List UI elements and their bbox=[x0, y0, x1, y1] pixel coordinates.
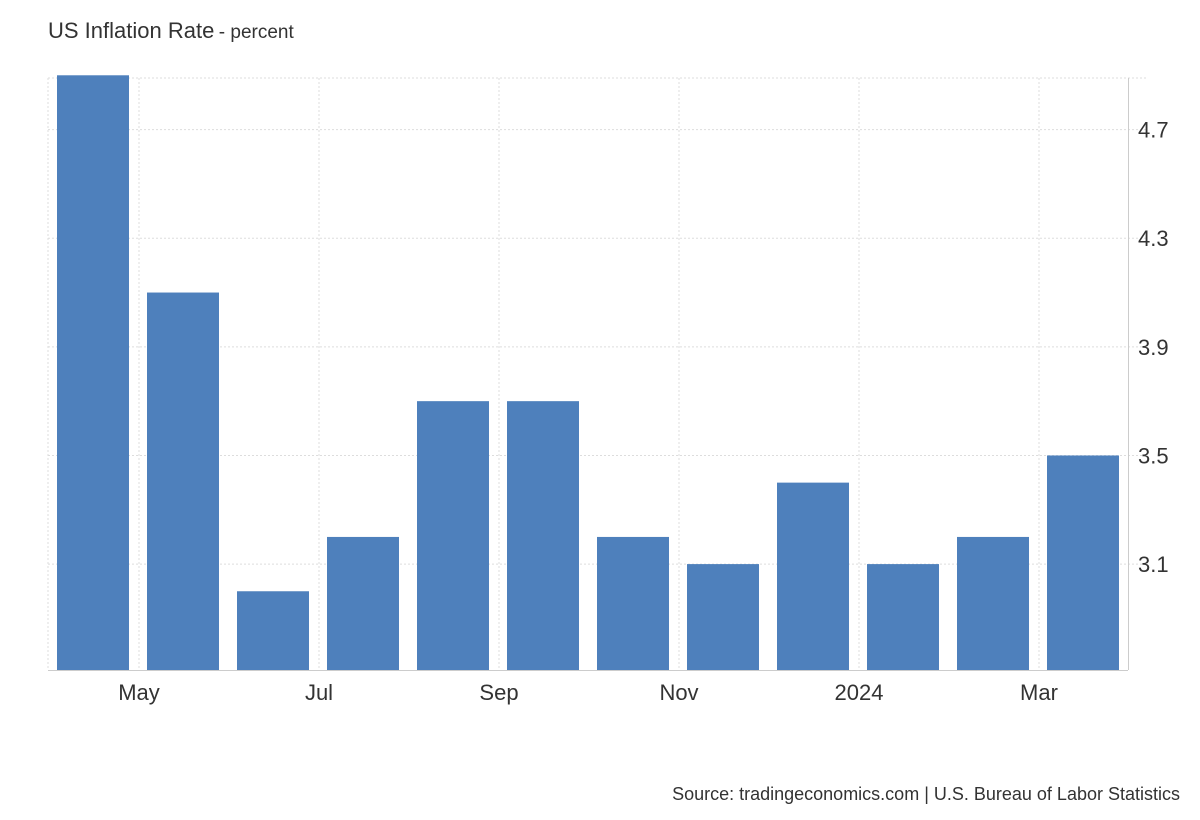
bar-11 bbox=[957, 536, 1029, 670]
x-tick-label: Mar bbox=[1020, 680, 1058, 705]
bar-7 bbox=[597, 536, 669, 670]
y-tick-label: 3.9 bbox=[1138, 335, 1169, 360]
chart-title-block: US Inflation Rate - percent bbox=[48, 18, 294, 44]
x-tick-label: Sep bbox=[479, 680, 518, 705]
axes bbox=[48, 78, 1129, 671]
bar-9 bbox=[777, 482, 849, 670]
y-tick-label: 4.7 bbox=[1138, 118, 1169, 143]
chart-subtitle: - percent bbox=[218, 22, 294, 43]
bar-12 bbox=[1047, 455, 1119, 670]
x-tick-label: Jul bbox=[305, 680, 333, 705]
x-tick-label: Nov bbox=[659, 680, 698, 705]
bar-3 bbox=[237, 591, 309, 670]
x-tick-label: 2024 bbox=[835, 680, 884, 705]
bars bbox=[57, 75, 1119, 670]
source-note: Source: tradingeconomics.com | U.S. Bure… bbox=[672, 784, 1180, 804]
y-tick-label: 4.3 bbox=[1138, 226, 1169, 251]
chart-title: US Inflation Rate bbox=[48, 18, 215, 43]
y-axis-labels: 3.1 3.5 3.9 4.3 4.7 bbox=[1138, 118, 1169, 577]
x-tick-label: May bbox=[118, 680, 160, 705]
bar-2 bbox=[147, 292, 219, 670]
bar-8 bbox=[687, 564, 759, 670]
y-tick-label: 3.1 bbox=[1138, 552, 1169, 577]
bar-1 bbox=[57, 75, 129, 670]
bar-5 bbox=[417, 401, 489, 670]
bar-4 bbox=[327, 536, 399, 670]
y-tick-label: 3.5 bbox=[1138, 443, 1169, 468]
x-axis-labels: May Jul Sep Nov 2024 Mar bbox=[118, 680, 1058, 705]
bar-10 bbox=[867, 564, 939, 670]
bar-6 bbox=[507, 401, 579, 670]
